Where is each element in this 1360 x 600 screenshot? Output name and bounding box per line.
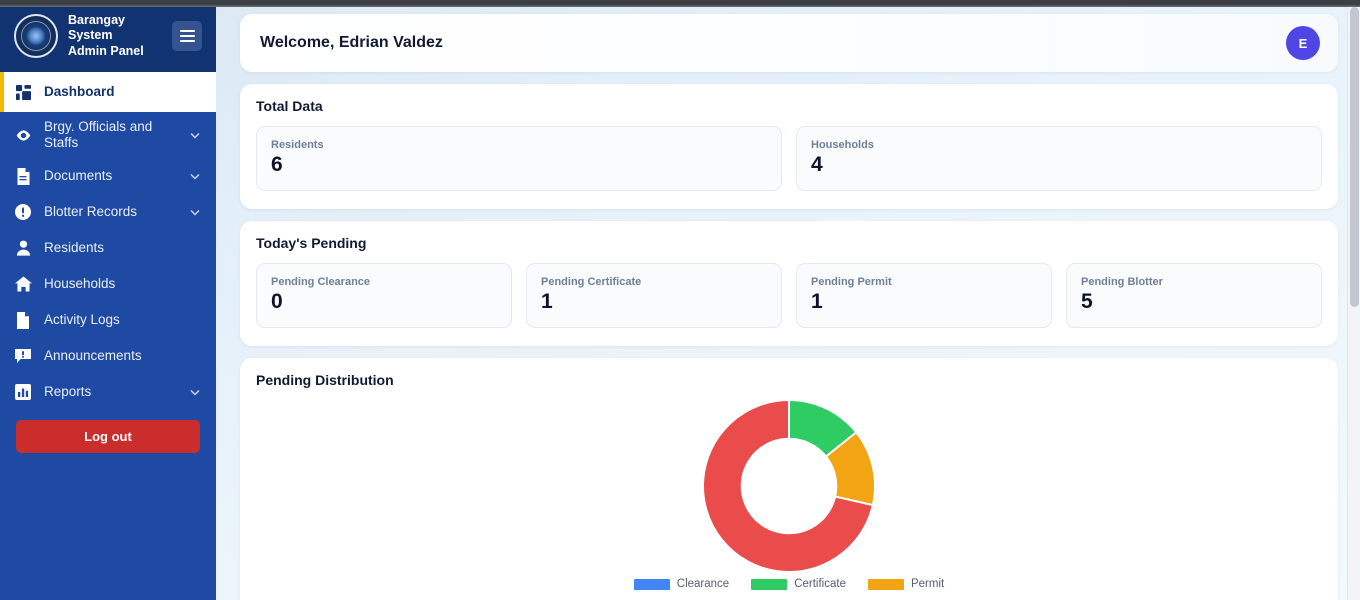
chevron-down-icon[interactable]: [188, 173, 202, 180]
legend-label: Clearance: [676, 578, 730, 591]
chevron-down-icon[interactable]: [188, 132, 202, 139]
welcome-bar: Welcome, Edrian Valdez E: [240, 14, 1338, 72]
sidebar-item-officials-staffs[interactable]: Brgy. Officials and Staffs: [0, 112, 216, 158]
main-content: Welcome, Edrian Valdez E Total Data Resi…: [216, 0, 1360, 600]
sidebar-item-label: Announcements: [44, 348, 142, 364]
document-icon: [12, 167, 34, 185]
total-data-title: Total Data: [256, 98, 323, 114]
stat-value: 6: [271, 153, 283, 176]
stat-value: 1: [811, 290, 823, 314]
sidebar-item-label: Reports: [44, 384, 92, 400]
sidebar-item-label: Residents: [44, 240, 105, 256]
sidebar-item-label: Activity Logs: [44, 312, 120, 328]
home-icon: [12, 276, 34, 292]
stat-label: Pending Certificate: [541, 276, 642, 289]
stat-value: 0: [271, 290, 283, 314]
todays-pending-title: Today's Pending: [256, 235, 367, 252]
legend-item-certificate[interactable]: Certificate: [751, 578, 846, 590]
dashboard-grid-icon: [12, 84, 34, 100]
avatar[interactable]: E: [1286, 26, 1320, 60]
stat-card-residents[interactable]: Residents 6: [256, 126, 782, 192]
chevron-down-icon[interactable]: [188, 209, 202, 216]
eye-icon: [12, 127, 34, 144]
legend-label: Certificate: [794, 578, 846, 591]
stat-label: Residents: [271, 139, 324, 151]
file-icon: [12, 311, 34, 329]
vertical-scrollbar[interactable]: [1347, 7, 1360, 600]
donut-chart-canvas[interactable]: [702, 399, 876, 574]
sidebar-item-dashboard[interactable]: Dashboard: [0, 72, 216, 112]
sidebar-item-activity-logs[interactable]: Activity Logs: [0, 302, 216, 338]
total-data-cards: Residents 6 Households 4: [256, 126, 1322, 192]
legend-swatch-icon: [867, 578, 904, 590]
pending-distribution-title: Pending Distribution: [256, 372, 394, 389]
legend-swatch-icon: [633, 578, 670, 590]
logout-button[interactable]: Log out: [16, 420, 200, 453]
stat-label: Pending Blotter: [1081, 276, 1163, 289]
sidebar-item-households[interactable]: Households: [0, 266, 216, 302]
megaphone-chat-icon: [12, 348, 34, 364]
sidebar-nav: Dashboard Brgy. Officials and Staffs: [0, 72, 216, 410]
sidebar: Barangay System Admin Panel Dashboard: [0, 0, 216, 600]
stat-label: Households: [811, 139, 874, 151]
alert-circle-icon: [12, 204, 34, 220]
todays-pending-panel: Today's Pending Pending Clearance 0 Pend…: [240, 221, 1338, 347]
stat-label: Pending Clearance: [271, 276, 371, 289]
browser-top-edge: [0, 0, 1360, 7]
sidebar-item-reports[interactable]: Reports: [0, 374, 216, 410]
barangay-seal-icon: [14, 14, 58, 58]
hamburger-icon[interactable]: [172, 21, 202, 51]
stat-value: 1: [541, 290, 553, 314]
donut-chart: Clearance Certificate Permit: [256, 399, 1322, 600]
sidebar-item-label: Dashboard: [44, 84, 115, 100]
sidebar-item-label: Blotter Records: [44, 204, 138, 220]
stat-card-pending-clearance[interactable]: Pending Clearance 0: [256, 263, 512, 329]
brand-line-1: Barangay System: [68, 12, 125, 43]
stat-card-pending-blotter[interactable]: Pending Blotter 5: [1066, 263, 1322, 329]
chart-legend: Clearance Certificate Permit: [633, 578, 945, 591]
total-data-panel: Total Data Residents 6 Households 4: [240, 84, 1338, 210]
stat-card-households[interactable]: Households 4: [796, 126, 1322, 192]
sidebar-header: Barangay System Admin Panel: [0, 0, 216, 72]
legend-label: Permit: [910, 578, 945, 591]
sidebar-item-documents[interactable]: Documents: [0, 158, 216, 194]
stat-card-pending-certificate[interactable]: Pending Certificate 1: [526, 263, 782, 329]
pending-distribution-panel: Pending Distribution Clearance Certificat…: [240, 358, 1338, 600]
brand-title: Barangay System Admin Panel: [68, 13, 162, 60]
legend-swatch-icon: [751, 578, 788, 590]
stat-value: 5: [1081, 290, 1093, 314]
sidebar-item-label: Households: [44, 276, 116, 292]
chevron-down-icon[interactable]: [188, 389, 202, 396]
logout-container: Log out: [0, 410, 216, 453]
page-title: Welcome, Edrian Valdez: [260, 34, 443, 51]
donut-slice-blotter[interactable]: [702, 399, 875, 574]
sidebar-item-label: Documents: [44, 168, 113, 184]
brand-line-2: Admin Panel: [68, 43, 144, 58]
legend-item-permit[interactable]: Permit: [867, 578, 945, 591]
bar-chart-icon: [12, 384, 34, 400]
scrollbar-thumb[interactable]: [1350, 7, 1359, 307]
stat-label: Pending Permit: [811, 276, 892, 289]
sidebar-item-residents[interactable]: Residents: [0, 230, 216, 266]
stat-card-pending-permit[interactable]: Pending Permit 1: [796, 263, 1052, 329]
sidebar-item-blotter-records[interactable]: Blotter Records: [0, 194, 216, 230]
legend-item-clearance[interactable]: Clearance: [633, 578, 730, 591]
stat-value: 4: [811, 153, 823, 176]
todays-pending-cards: Pending Clearance 0 Pending Certificate …: [256, 263, 1322, 329]
sidebar-item-label: Brgy. Officials and Staffs: [44, 119, 153, 150]
sidebar-item-announcements[interactable]: Announcements: [0, 338, 216, 374]
person-icon: [12, 240, 34, 256]
